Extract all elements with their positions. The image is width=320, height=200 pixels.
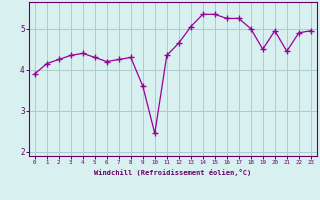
X-axis label: Windchill (Refroidissement éolien,°C): Windchill (Refroidissement éolien,°C)	[94, 169, 252, 176]
